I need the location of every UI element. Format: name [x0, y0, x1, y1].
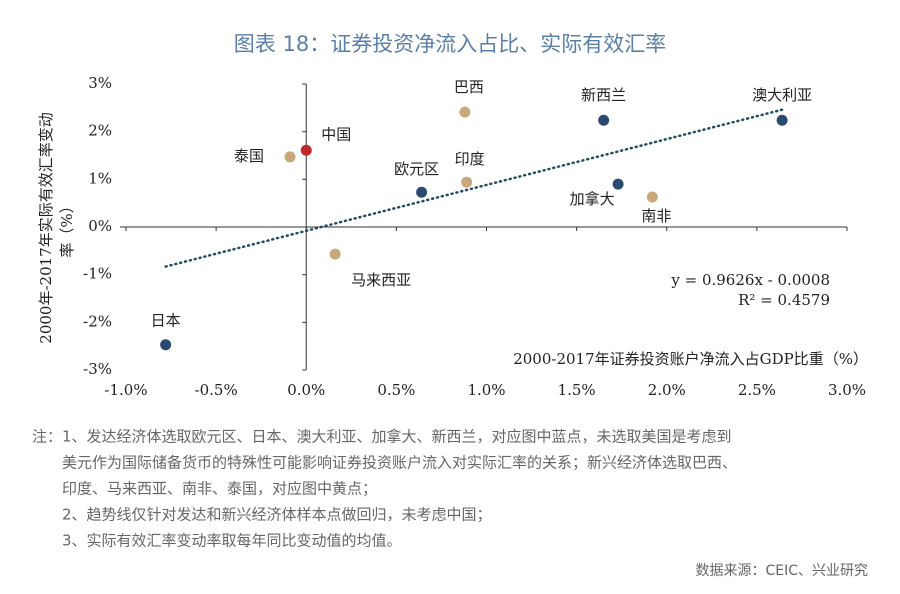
x-tick-label: 3.0%: [828, 381, 866, 399]
x-tick-label: 0.5%: [377, 381, 415, 399]
point: [646, 191, 658, 203]
chart-title: 图表 18：证券投资净流入占比、实际有效汇率: [234, 32, 666, 56]
y-axis-label: 率（%）: [58, 198, 76, 257]
x-axis-label: 2000-2017年证券投资账户净流入占GDP比重（%）: [513, 350, 868, 368]
r-squared: R² = 0.4579: [738, 291, 830, 309]
x-tick-label: -0.5%: [195, 381, 238, 399]
source: 数据来源：CEIC、兴业研究: [695, 563, 868, 579]
point-label: 马来西亚: [351, 271, 411, 289]
equation: y = 0.9626x - 0.0008: [670, 271, 830, 289]
y-tick-label: -3%: [83, 360, 112, 378]
y-axis-label: 2000年-2017年实际有效汇率变动: [37, 112, 55, 343]
point: [598, 114, 610, 126]
point-label: 澳大利亚: [752, 86, 812, 104]
point: [160, 339, 172, 351]
x-tick-label: 1.0%: [467, 381, 505, 399]
point: [416, 186, 428, 198]
point: [284, 151, 296, 163]
point-label: 加拿大: [570, 190, 615, 208]
x-tick-label: 2.0%: [648, 381, 686, 399]
y-tick-label: -2%: [83, 312, 112, 330]
point: [612, 178, 624, 190]
point-label: 新西兰: [581, 86, 626, 104]
note: 美元作为国际储备货币的特殊性可能影响证券投资账户流入对实际汇率的关系；新兴经济体…: [62, 454, 737, 472]
point-label: 中国: [321, 125, 351, 143]
note: 3、实际有效汇率变动率取每年同比变动值的均值。: [62, 532, 402, 550]
y-tick-label: 0%: [88, 217, 112, 235]
point: [461, 176, 473, 188]
y-tick-label: 2%: [88, 122, 112, 140]
point: [329, 248, 341, 260]
note: 注：1、发达经济体选取欧元区、日本、澳大利亚、加拿大、新西兰，对应图中蓝点，未选…: [32, 428, 732, 446]
y-tick-label: 1%: [88, 169, 112, 187]
trend-line: [164, 108, 784, 268]
x-tick-label: -1.0%: [104, 381, 147, 399]
point-label: 日本: [151, 312, 181, 330]
point-label: 南非: [641, 207, 671, 225]
x-tick-label: 0.0%: [287, 381, 325, 399]
point: [300, 144, 312, 156]
x-tick-label: 2.5%: [738, 381, 776, 399]
point-label: 巴西: [454, 78, 484, 96]
point: [459, 106, 471, 118]
note: 2、趋势线仅针对发达和新兴经济体样本点做回归，未考虑中国；: [62, 506, 492, 524]
point-label: 欧元区: [394, 160, 439, 178]
note: 印度、马来西亚、南非、泰国，对应图中黄点；: [62, 480, 377, 498]
point-label: 印度: [455, 150, 485, 168]
point-label: 泰国: [234, 147, 264, 165]
y-tick-label: 3%: [88, 74, 112, 92]
x-tick-label: 1.5%: [558, 381, 596, 399]
point: [776, 114, 788, 126]
y-tick-label: -1%: [83, 265, 112, 283]
